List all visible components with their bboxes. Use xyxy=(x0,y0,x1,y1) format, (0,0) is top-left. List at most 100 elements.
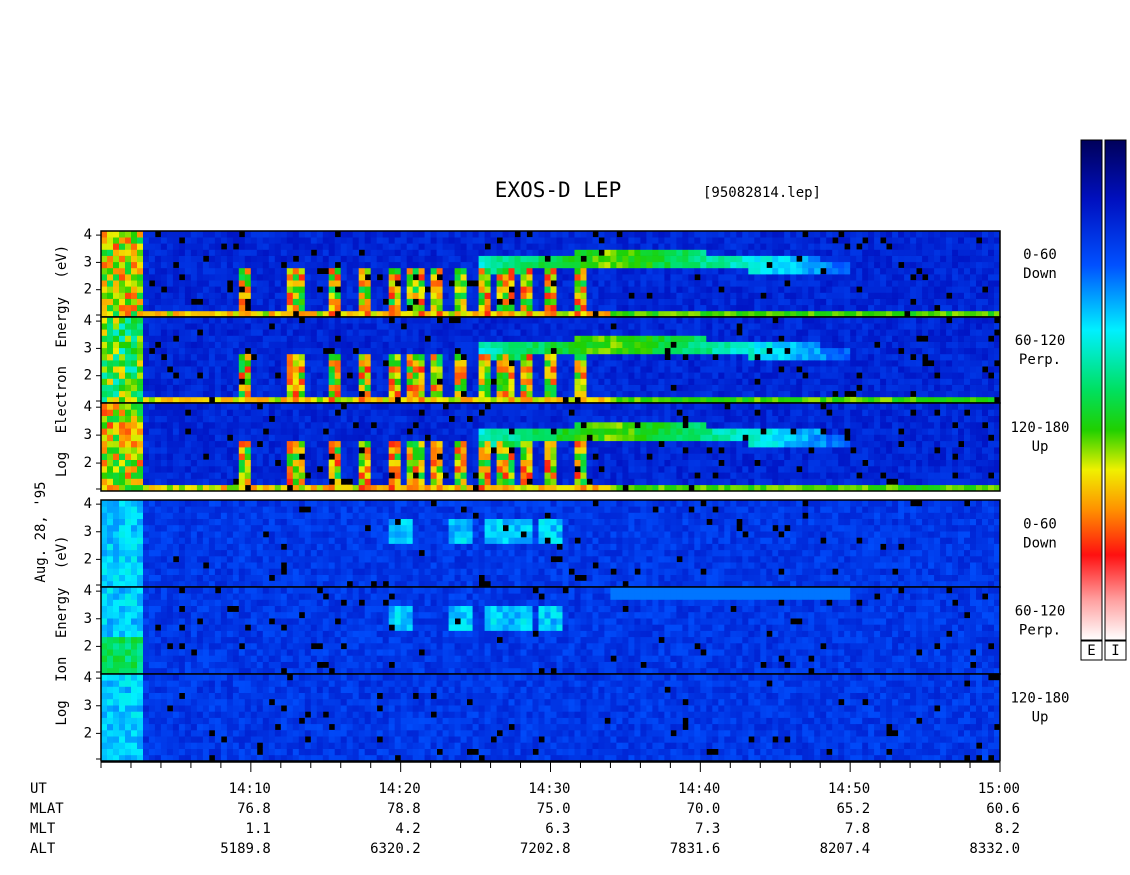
spectrogram-cell xyxy=(856,396,863,404)
spectrogram-cell xyxy=(832,396,839,404)
spectrogram-cell xyxy=(143,274,150,281)
spectrogram-cell xyxy=(910,323,917,330)
spectrogram-cell xyxy=(370,396,378,404)
spectrogram-cell xyxy=(490,231,497,238)
spectrogram-cell xyxy=(304,341,312,349)
spectrogram-cell xyxy=(316,409,324,416)
spectrogram-cell xyxy=(904,372,911,379)
spectrogram-cell xyxy=(364,231,372,238)
spectrogram-cell xyxy=(196,440,204,448)
spectrogram-cell xyxy=(364,353,372,361)
spectrogram-cell xyxy=(628,304,635,312)
spectrogram-cell xyxy=(304,372,312,379)
spectrogram-cell xyxy=(772,329,779,336)
spectrogram-cell xyxy=(688,280,695,287)
spectrogram-cell xyxy=(592,317,599,324)
spectrogram-cell xyxy=(826,323,833,330)
spectrogram-cell xyxy=(736,390,743,398)
spectrogram-cell xyxy=(400,249,408,256)
spectrogram-cell xyxy=(622,261,629,269)
spectrogram-cell xyxy=(274,396,282,404)
spectrogram-cell xyxy=(143,341,150,349)
spectrogram-cell xyxy=(700,255,707,263)
spectrogram-cell xyxy=(178,317,186,324)
spectrogram-cell xyxy=(712,274,719,281)
spectrogram-cell xyxy=(820,390,827,398)
spectrogram-cell xyxy=(478,434,485,442)
spectrogram-cell xyxy=(286,335,294,342)
spectrogram-cell xyxy=(298,243,306,250)
spectrogram-cell xyxy=(634,329,641,336)
spectrogram-cell xyxy=(634,267,641,275)
spectrogram-cell xyxy=(562,384,569,392)
spectrogram-cell xyxy=(748,267,755,275)
spectrogram-cell xyxy=(214,484,222,492)
spectrogram-cell xyxy=(730,335,737,342)
spectrogram-cell xyxy=(113,280,120,287)
spectrogram-cell xyxy=(388,396,396,404)
spectrogram-cell xyxy=(148,261,156,269)
spectrogram-cell xyxy=(424,372,431,379)
spectrogram-cell xyxy=(190,428,198,435)
spectrogram-cell xyxy=(826,390,833,398)
spectrogram-cell xyxy=(592,292,599,299)
spectrogram-cell xyxy=(238,347,246,355)
spectrogram-cell xyxy=(394,415,402,423)
spectrogram-cell xyxy=(688,353,695,361)
spectrogram-cell xyxy=(490,335,497,342)
spectrogram-cell xyxy=(520,347,527,355)
spectrogram-cell xyxy=(334,274,342,281)
spectrogram-cell xyxy=(226,341,234,349)
spectrogram-cell xyxy=(166,237,174,244)
spectrogram-cell xyxy=(137,472,144,479)
spectrogram-cell xyxy=(898,366,905,373)
spectrogram-cell xyxy=(250,317,258,324)
spectrogram-cell xyxy=(730,329,737,336)
spectrogram-cell xyxy=(286,366,294,373)
spectrogram-cell xyxy=(892,255,899,263)
spectrogram-cell xyxy=(508,249,515,256)
spectrogram-cell xyxy=(131,261,138,269)
spectrogram-cell xyxy=(874,286,881,293)
spectrogram-cell xyxy=(910,341,917,349)
spectrogram-cell xyxy=(880,347,887,355)
spectrogram-cell xyxy=(808,329,815,336)
spectrogram-cell xyxy=(292,286,300,293)
spectrogram-cell xyxy=(352,472,360,479)
spectrogram-cell xyxy=(784,304,791,312)
spectrogram-cell xyxy=(310,267,318,275)
spectrogram-cell xyxy=(892,341,899,349)
spectrogram-cell xyxy=(952,378,959,385)
spectrogram-cell xyxy=(508,323,515,330)
spectrogram-cell xyxy=(646,274,653,281)
spectrogram-cell xyxy=(436,428,443,435)
spectrogram-cell xyxy=(886,329,893,336)
spectrogram-cell xyxy=(364,323,372,330)
spectrogram-cell xyxy=(646,286,653,293)
spectrogram-cell xyxy=(760,341,767,349)
spectrogram-cell xyxy=(196,292,204,299)
spectrogram-cell xyxy=(119,267,126,275)
spectrogram-cell xyxy=(532,292,539,299)
spectrogram-cell xyxy=(856,267,863,275)
spectrogram-cell xyxy=(328,384,336,392)
spectrogram-cell xyxy=(137,237,144,244)
spectrogram-cell xyxy=(304,434,312,442)
spectrogram-cell xyxy=(694,360,701,367)
spectrogram-cell xyxy=(244,465,252,473)
spectrogram-cell xyxy=(490,341,497,349)
spectrogram-cell xyxy=(988,396,995,404)
spectrogram-cell xyxy=(712,390,719,398)
spectrogram-cell xyxy=(220,459,228,467)
spectrogram-cell xyxy=(736,347,743,355)
spectrogram-cell xyxy=(274,231,282,238)
spectrogram-cell xyxy=(532,384,539,392)
spectrogram-cell xyxy=(634,366,641,373)
spectrogram-cell xyxy=(886,360,893,367)
spectrogram-cell xyxy=(418,459,425,467)
spectrogram-cell xyxy=(850,267,857,275)
spectrogram-cell xyxy=(262,353,270,361)
spectrogram-cell xyxy=(544,243,551,250)
spectrogram-cell xyxy=(334,243,342,250)
spectrogram-cell xyxy=(184,249,192,256)
